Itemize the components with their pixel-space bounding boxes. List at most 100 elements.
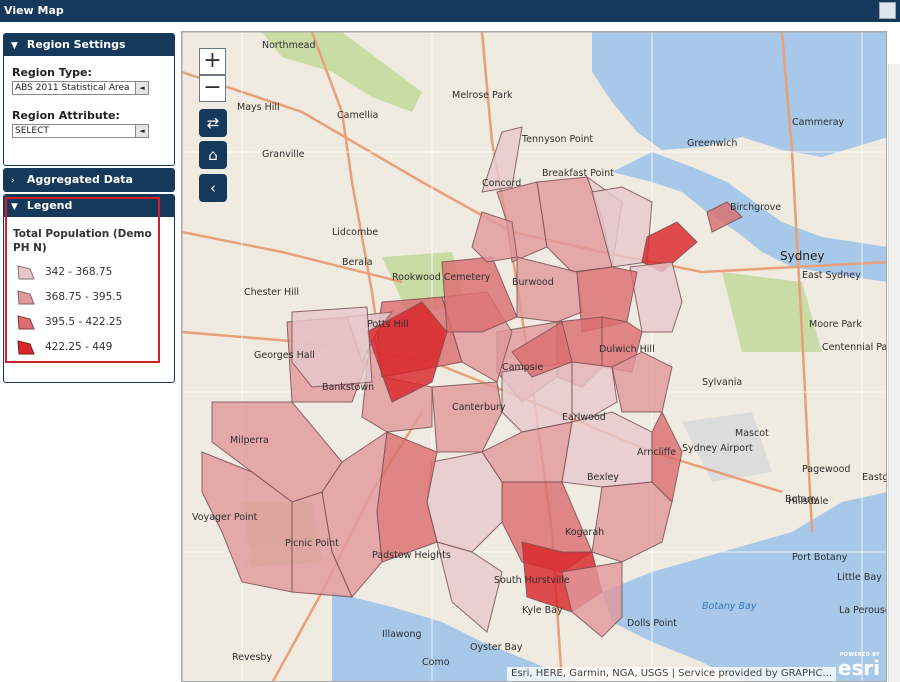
- window-titlebar: View Map: [0, 0, 900, 22]
- region-settings-header[interactable]: ▼ Region Settings: [4, 34, 174, 56]
- region-attribute-select[interactable]: SELECT ◄: [12, 124, 149, 138]
- legend-list: 342 - 368.75 368.75 - 395.5 395.5 - 422.…: [4, 261, 174, 361]
- map-label: Mascot: [735, 428, 769, 439]
- map-label: Illawong: [382, 629, 422, 640]
- region-polygon: [471, 211, 518, 263]
- legend-range: 422.25 - 449: [45, 341, 113, 353]
- region-polygon: [706, 201, 743, 233]
- map-label: Breakfast Point: [542, 168, 614, 179]
- region-polygon: [376, 431, 438, 563]
- choropleth-regions: [201, 126, 743, 638]
- map-label: Pagewood: [802, 464, 851, 475]
- map-label: Dolls Point: [627, 618, 677, 629]
- region-attribute-value: SELECT: [15, 126, 49, 136]
- map-label: Arncliffe: [637, 447, 677, 458]
- map-attribution[interactable]: Esri, HERE, Garmin, NGA, USGS | Service …: [507, 667, 837, 681]
- swap-icon[interactable]: ⇄: [199, 109, 227, 137]
- map-label: Sylvania: [702, 377, 743, 388]
- region-polygon: [641, 221, 698, 273]
- parramatta-river: [612, 152, 886, 282]
- park-area: [262, 32, 422, 112]
- region-polygon: [516, 256, 583, 323]
- legend-range: 342 - 368.75: [45, 266, 113, 278]
- region-settings-panel: ▼ Region Settings Region Type: ABS 2011 …: [3, 33, 175, 166]
- chevron-down-icon: ▼: [11, 41, 18, 51]
- legend-swatch-icon: [17, 265, 35, 280]
- region-attribute-label: Region Attribute:: [12, 109, 120, 122]
- legend-item: 342 - 368.75: [14, 261, 174, 286]
- map-label: Centennial Park: [822, 342, 887, 353]
- region-polygon: [361, 316, 433, 433]
- legend-swatch-icon: [17, 340, 35, 355]
- region-polygon: [591, 186, 653, 268]
- zoom-out-button[interactable]: −: [199, 75, 226, 102]
- region-polygon: [571, 361, 618, 423]
- zoom-in-button[interactable]: +: [199, 48, 226, 75]
- map-label: Oyster Bay: [470, 642, 523, 653]
- map-label: Lidcombe: [332, 227, 379, 238]
- map-label: Voyager Point: [192, 512, 258, 523]
- map-label: Northmead: [262, 40, 316, 51]
- region-type-select[interactable]: ABS 2011 Statistical Area ◄: [12, 81, 149, 95]
- harbour-water: [592, 32, 886, 157]
- region-polygon: [366, 301, 448, 403]
- dropdown-arrow-icon: ◄: [135, 125, 148, 137]
- map-label: Rookwood Cemetery: [392, 272, 491, 283]
- region-type-label: Region Type:: [12, 66, 92, 79]
- map-label: Melrose Park: [452, 90, 513, 101]
- map-canvas: [182, 32, 886, 681]
- region-polygon: [481, 126, 523, 193]
- map-label: Granville: [262, 149, 305, 160]
- map-label: Chester Hill: [244, 287, 300, 298]
- legend-item: 395.5 - 422.25: [14, 311, 174, 336]
- map-label: Eastgardens: [862, 472, 887, 483]
- map-label: Kyle Bay: [522, 605, 563, 616]
- legend-header[interactable]: ▼ Legend: [4, 195, 174, 217]
- map-label: Milperra: [230, 435, 269, 446]
- region-polygon: [611, 351, 673, 413]
- map-label: Sydney: [780, 249, 825, 263]
- home-icon[interactable]: ⌂: [199, 141, 227, 169]
- legend-heading: Total Population (Demo PH N): [13, 228, 152, 254]
- map-label: Kogarah: [565, 527, 605, 538]
- legend-item: 368.75 - 395.5: [14, 286, 174, 311]
- region-settings-title: Region Settings: [26, 38, 126, 51]
- map-label: Cammeray: [792, 117, 845, 128]
- map-label: Burwood: [512, 277, 554, 288]
- esri-powered-text: POWERED BY: [839, 652, 880, 658]
- botany-bay-water: [602, 492, 886, 681]
- aggregated-data-title: Aggregated Data: [26, 173, 133, 186]
- map-view[interactable]: + − ⇄ ⌂ ‹ Northmead Mays Hill Camellia M…: [181, 31, 887, 682]
- region-polygon: [431, 381, 503, 453]
- region-polygon: [201, 451, 293, 593]
- map-label: Georges Hall: [254, 350, 315, 361]
- map-label: La Perouse: [839, 605, 887, 616]
- map-label: Greenwich: [687, 138, 738, 149]
- region-polygon: [629, 261, 683, 333]
- map-label: Hillsdale: [788, 496, 829, 507]
- water-label: Botany Bay: [702, 601, 757, 612]
- map-label: Bankstown: [322, 382, 375, 393]
- map-label: Bexley: [587, 472, 619, 483]
- page-scrollbar[interactable]: [888, 64, 900, 682]
- dropdown-arrow-icon: ◄: [135, 82, 148, 94]
- georges-river-water: [332, 592, 578, 681]
- maximize-button[interactable]: [879, 2, 896, 19]
- map-label: Potts Hill: [367, 319, 409, 330]
- aggregated-data-header[interactable]: › Aggregated Data: [4, 169, 174, 191]
- esri-wordmark: esri: [837, 656, 880, 680]
- region-polygon: [211, 401, 343, 503]
- legend-title: Legend: [26, 199, 73, 212]
- region-polygon: [511, 321, 573, 378]
- map-label: Tennyson Point: [522, 134, 594, 145]
- chevron-left-icon[interactable]: ‹: [199, 174, 227, 202]
- legend-panel: ▼ Legend Total Population (Demo PH N) 34…: [3, 194, 175, 383]
- region-polygon: [291, 306, 373, 388]
- esri-logo[interactable]: POWERED BY esri: [838, 652, 880, 678]
- map-label: East Sydney: [802, 270, 861, 281]
- map-label: Birchgrove: [730, 202, 782, 213]
- map-label: Moore Park: [809, 319, 862, 330]
- map-label: Picnic Point: [285, 538, 339, 549]
- legend-range: 368.75 - 395.5: [45, 291, 123, 303]
- map-label: Canterbury: [452, 402, 506, 413]
